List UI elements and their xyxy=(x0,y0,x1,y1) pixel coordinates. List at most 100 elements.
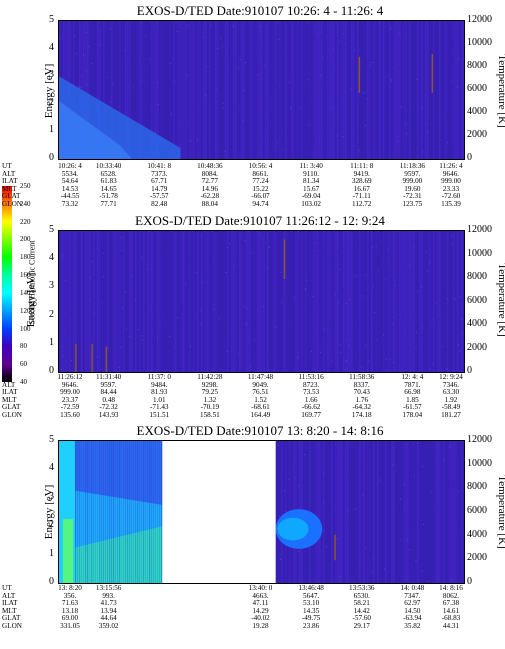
noise-stripe xyxy=(199,21,201,159)
noise-speckle xyxy=(355,508,357,510)
noise-speckle xyxy=(407,539,408,541)
noise-stripe xyxy=(419,21,421,159)
noise-stripe xyxy=(63,231,65,372)
noise-stripe xyxy=(417,21,419,159)
noise-speckle xyxy=(252,252,254,254)
noise-speckle xyxy=(306,279,308,281)
panel-1: EXOS-D/TED Date:910107 10:26: 4 - 11:26:… xyxy=(0,0,505,214)
noise-speckle xyxy=(176,315,178,317)
orbit-value: 9049. xyxy=(252,380,269,389)
noise-speckle xyxy=(210,96,212,98)
orbit-row-label: UT xyxy=(2,162,12,170)
noise-speckle xyxy=(370,64,372,66)
noise-stripe xyxy=(327,21,329,159)
noise-speckle xyxy=(64,318,66,320)
noise-speckle xyxy=(305,100,307,102)
orbit-value: 174.18 xyxy=(351,411,372,419)
noise-speckle xyxy=(140,337,142,339)
noise-stripe xyxy=(401,441,403,583)
noise-stripe xyxy=(183,21,185,159)
noise-stripe xyxy=(83,231,85,372)
noise-speckle xyxy=(290,333,292,335)
noise-speckle xyxy=(171,112,173,114)
noise-stripe xyxy=(369,231,371,372)
noise-stripe xyxy=(393,21,395,159)
noise-stripe xyxy=(327,231,329,372)
noise-speckle xyxy=(326,546,328,548)
orbit-value: 0.48 xyxy=(102,395,115,404)
noise-speckle xyxy=(373,450,375,452)
noise-stripe xyxy=(247,21,249,159)
orbit-value: 151.51 xyxy=(149,411,170,419)
y-tick-label: 2 xyxy=(49,308,54,320)
noise-stripe xyxy=(389,441,391,583)
noise-speckle xyxy=(356,321,358,323)
noise-stripe xyxy=(93,231,95,372)
noise-stripe xyxy=(415,231,417,372)
noise-speckle xyxy=(373,557,375,559)
noise-stripe xyxy=(169,231,171,372)
noise-speckle xyxy=(350,88,352,90)
noise-speckle xyxy=(253,347,255,349)
noise-speckle xyxy=(209,260,211,262)
noise-speckle xyxy=(218,105,220,107)
noise-stripe xyxy=(211,21,213,159)
noise-stripe xyxy=(197,21,199,159)
noise-speckle xyxy=(407,315,409,317)
noise-stripe xyxy=(275,441,277,583)
orbit-value: 73.53 xyxy=(303,388,320,397)
orbit-value: 13:15:56 xyxy=(95,584,122,592)
orbit-value: -66.62 xyxy=(301,403,321,412)
noise-stripe xyxy=(167,21,169,159)
noise-stripe xyxy=(385,21,387,159)
noise-speckle xyxy=(398,67,400,69)
orbit-value: 19.28 xyxy=(252,622,269,630)
noise-speckle xyxy=(306,549,308,551)
noise-speckle xyxy=(415,332,417,333)
noise-speckle xyxy=(457,490,459,492)
noise-stripe xyxy=(335,21,337,159)
noise-stripe xyxy=(159,231,161,372)
noise-speckle xyxy=(394,467,395,469)
noise-speckle xyxy=(373,287,374,289)
noise-stripe xyxy=(301,231,303,372)
orbit-value: 16.67 xyxy=(353,184,370,193)
noise-speckle xyxy=(241,241,243,243)
noise-speckle xyxy=(459,523,461,525)
orbit-value: 9484. xyxy=(151,380,168,389)
orbit-row-label: UT xyxy=(2,373,12,381)
orbit-value: 14.42 xyxy=(353,606,370,615)
noise-speckle xyxy=(368,60,370,62)
spectrogram-plot xyxy=(58,440,465,584)
noise-speckle xyxy=(430,491,432,493)
noise-speckle xyxy=(125,328,127,330)
noise-speckle xyxy=(396,156,398,158)
noise-speckle xyxy=(158,310,159,312)
noise-stripe xyxy=(101,231,103,372)
noise-stripe xyxy=(261,21,263,159)
noise-speckle xyxy=(213,308,215,310)
noise-stripe xyxy=(335,441,337,583)
noise-stripe xyxy=(237,231,239,372)
noise-stripe xyxy=(61,231,63,372)
noise-speckle xyxy=(89,277,91,279)
noise-speckle xyxy=(421,335,423,337)
noise-stripe xyxy=(241,231,243,372)
noise-speckle xyxy=(148,58,150,60)
noise-stripe xyxy=(91,21,93,159)
noise-speckle xyxy=(263,123,265,125)
noise-speckle xyxy=(373,46,375,48)
noise-speckle xyxy=(401,331,403,333)
colorbar-tick-label: 220 xyxy=(20,217,31,226)
noise-speckle xyxy=(128,335,130,337)
orbit-value: -40.02 xyxy=(251,614,270,623)
noise-speckle xyxy=(361,468,363,470)
noise-speckle xyxy=(416,78,418,80)
noise-speckle xyxy=(98,79,100,81)
noise-speckle xyxy=(125,291,127,293)
orbit-value: -57.57 xyxy=(149,192,169,201)
noise-stripe xyxy=(409,21,411,159)
noise-stripe xyxy=(189,231,191,372)
orbit-value: 11: 3:40 xyxy=(299,162,323,170)
orbit-value: 12: 4: 4 xyxy=(401,373,424,381)
